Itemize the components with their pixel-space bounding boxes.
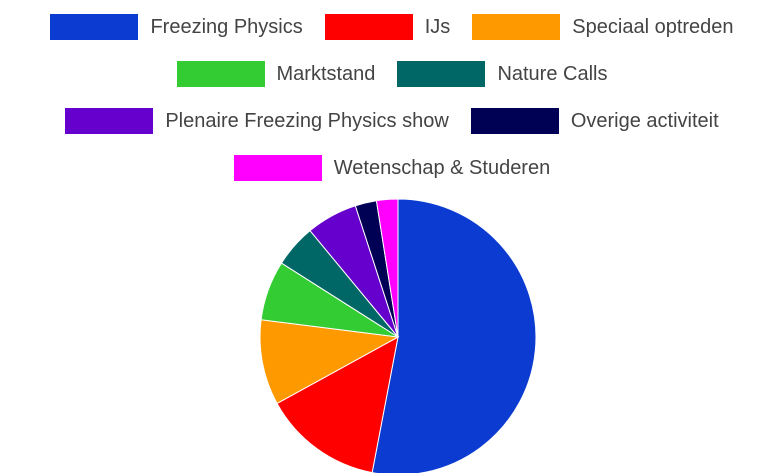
legend-label: IJs bbox=[424, 15, 451, 38]
pie-slice-ijs bbox=[276, 336, 399, 473]
legend-swatch bbox=[65, 108, 154, 134]
legend-item-freezing-physics: Freezing Physics bbox=[50, 14, 303, 40]
pie-slice-freezing-physics bbox=[371, 198, 537, 473]
legend-swatch bbox=[233, 155, 322, 181]
legend-label: Freezing Physics bbox=[150, 15, 303, 38]
pie-slice-speciaal-optreden bbox=[259, 319, 400, 405]
legend-label: Marktstand bbox=[276, 62, 376, 85]
legend-swatch bbox=[470, 108, 559, 134]
legend-row: Freezing Physics IJs Speciaal optreden bbox=[0, 9, 784, 45]
legend-item-plenaire-freezing-physics-show: Plenaire Freezing Physics show bbox=[65, 108, 449, 134]
legend-swatch bbox=[324, 14, 413, 40]
legend-item-speciaal-optreden: Speciaal optreden bbox=[472, 14, 734, 40]
legend-item-nature-calls: Nature Calls bbox=[397, 61, 607, 87]
legend-item-overige-activiteit: Overige activiteit bbox=[470, 108, 719, 134]
legend-item-ijs: IJs bbox=[324, 14, 451, 40]
legend-row: Plenaire Freezing Physics show Overige ac… bbox=[0, 103, 784, 139]
legend-item-wetenschap-and-studeren: Wetenschap & Studeren bbox=[233, 155, 551, 181]
legend-label: Overige activiteit bbox=[570, 109, 719, 132]
pie-slice-wetenschap-and-studeren bbox=[375, 198, 399, 338]
legend-swatch bbox=[176, 61, 265, 87]
legend-swatch bbox=[397, 61, 486, 87]
legend-row: Wetenschap & Studeren bbox=[0, 150, 784, 186]
legend-label: Plenaire Freezing Physics show bbox=[165, 109, 449, 132]
legend-swatch bbox=[472, 14, 561, 40]
legend-swatch bbox=[50, 14, 139, 40]
legend-label: Nature Calls bbox=[497, 62, 608, 85]
legend-row: Marktstand Nature Calls bbox=[0, 56, 784, 92]
legend-label: Speciaal optreden bbox=[572, 15, 734, 38]
legend-item-marktstand: Marktstand bbox=[176, 61, 376, 87]
legend-label: Wetenschap & Studeren bbox=[333, 156, 551, 179]
